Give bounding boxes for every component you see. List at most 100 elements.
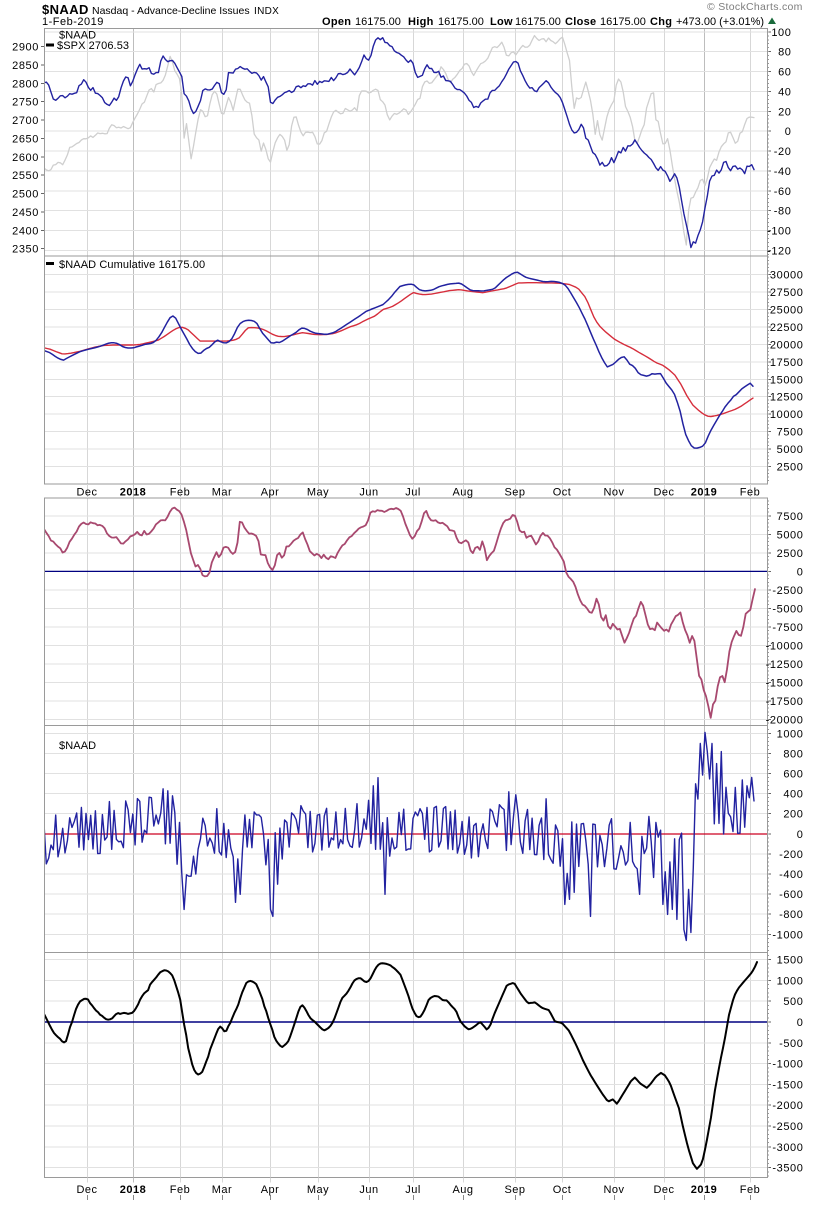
svg-text:-400: -400: [779, 869, 803, 881]
svg-text:Dec: Dec: [76, 1184, 97, 1196]
svg-text:INDX: INDX: [254, 6, 279, 17]
svg-text:High: High: [408, 16, 434, 28]
svg-text:16175.00: 16175.00: [355, 16, 401, 28]
svg-text:Low: Low: [490, 16, 513, 28]
svg-text:Nov: Nov: [603, 487, 624, 499]
svg-text:-2500: -2500: [772, 1121, 803, 1133]
svg-text:0: 0: [785, 126, 792, 138]
svg-text:500: 500: [783, 996, 803, 1008]
svg-text:2019: 2019: [691, 487, 717, 499]
svg-text:15000: 15000: [770, 374, 804, 386]
svg-text:-1000: -1000: [772, 929, 803, 941]
svg-text:22500: 22500: [770, 322, 804, 334]
svg-text:-3500: -3500: [772, 1163, 803, 1175]
svg-text:16175.00: 16175.00: [600, 16, 646, 28]
svg-text:Feb: Feb: [740, 1184, 760, 1196]
svg-text:60: 60: [778, 67, 791, 79]
svg-text:2500: 2500: [777, 462, 804, 474]
svg-text:600: 600: [783, 769, 803, 781]
svg-text:© StockCharts.com: © StockCharts.com: [707, 1, 803, 13]
svg-text:-20: -20: [774, 146, 792, 158]
svg-text:Jul: Jul: [405, 1184, 421, 1196]
svg-text:-7500: -7500: [772, 622, 803, 634]
svg-text:2500: 2500: [777, 548, 804, 560]
svg-text:7500: 7500: [777, 511, 804, 523]
svg-text:0: 0: [797, 829, 804, 841]
svg-text:Jul: Jul: [405, 487, 421, 499]
svg-text:-20000: -20000: [766, 714, 804, 726]
svg-text:Oct: Oct: [553, 487, 572, 499]
svg-text:2900: 2900: [12, 42, 39, 54]
svg-text:-800: -800: [779, 909, 803, 921]
svg-text:Chg: Chg: [650, 16, 672, 28]
svg-text:Feb: Feb: [170, 487, 190, 499]
svg-text:Dec: Dec: [653, 1184, 674, 1196]
svg-text:2700: 2700: [12, 115, 39, 127]
svg-text:$NAAD: $NAAD: [59, 30, 96, 42]
svg-text:-5000: -5000: [772, 603, 803, 615]
svg-text:400: 400: [783, 789, 803, 801]
svg-text:2400: 2400: [12, 225, 39, 237]
svg-text:10000: 10000: [770, 409, 804, 421]
svg-text:Aug: Aug: [452, 1184, 473, 1196]
svg-text:2018: 2018: [120, 487, 146, 499]
svg-text:Open: Open: [322, 16, 351, 28]
svg-text:2018: 2018: [120, 1184, 146, 1196]
svg-text:Mar: Mar: [212, 1184, 232, 1196]
svg-text:Sep: Sep: [504, 1184, 525, 1196]
svg-text:-10000: -10000: [766, 640, 804, 652]
svg-text:40: 40: [778, 86, 791, 98]
svg-text:-17500: -17500: [766, 696, 804, 708]
svg-text:1000: 1000: [777, 728, 804, 740]
svg-text:-600: -600: [779, 889, 803, 901]
svg-text:0: 0: [797, 1017, 804, 1029]
svg-text:Dec: Dec: [76, 487, 97, 499]
svg-text:Apr: Apr: [261, 1184, 280, 1196]
svg-text:7500: 7500: [777, 427, 804, 439]
svg-text:30000: 30000: [770, 270, 804, 282]
svg-text:$NAAD: $NAAD: [42, 2, 89, 17]
svg-text:2450: 2450: [12, 207, 39, 219]
svg-text:2019: 2019: [691, 1184, 717, 1196]
svg-text:2850: 2850: [12, 60, 39, 72]
svg-text:1000: 1000: [777, 975, 804, 987]
svg-text:2350: 2350: [12, 244, 39, 256]
svg-text:Oct: Oct: [553, 1184, 572, 1196]
svg-text:2800: 2800: [12, 78, 39, 90]
svg-text:-3000: -3000: [772, 1142, 803, 1154]
svg-text:1-Feb-2019: 1-Feb-2019: [42, 16, 104, 28]
svg-text:17500: 17500: [770, 357, 804, 369]
svg-text:27500: 27500: [770, 287, 804, 299]
svg-text:$NAAD: $NAAD: [59, 740, 96, 752]
svg-text:Sep: Sep: [504, 487, 525, 499]
svg-text:Nasdaq - Advance-Decline Issue: Nasdaq - Advance-Decline Issues: [92, 5, 250, 17]
svg-text:2500: 2500: [12, 189, 39, 201]
svg-text:12500: 12500: [770, 392, 804, 404]
svg-text:Feb: Feb: [170, 1184, 190, 1196]
svg-text:200: 200: [783, 809, 803, 821]
svg-text:Feb: Feb: [740, 487, 760, 499]
svg-text:800: 800: [783, 748, 803, 760]
svg-text:+473.00 (+3.01%): +473.00 (+3.01%): [676, 16, 764, 28]
svg-text:20000: 20000: [770, 339, 804, 351]
svg-text:16175.00: 16175.00: [438, 16, 484, 28]
svg-text:-15000: -15000: [766, 677, 804, 689]
svg-text:-60: -60: [774, 186, 792, 198]
svg-text:-12500: -12500: [766, 659, 804, 671]
svg-text:5000: 5000: [777, 444, 804, 456]
svg-text:25000: 25000: [770, 304, 804, 316]
svg-text:-120: -120: [767, 245, 791, 257]
svg-text:$NAAD Cumulative 16175.00: $NAAD Cumulative 16175.00: [59, 259, 205, 271]
svg-text:2550: 2550: [12, 170, 39, 182]
svg-text:$SPX 2706.53: $SPX 2706.53: [57, 40, 129, 52]
svg-text:Mar: Mar: [212, 487, 232, 499]
svg-text:May: May: [307, 487, 329, 499]
svg-text:Nov: Nov: [603, 1184, 624, 1196]
svg-text:2650: 2650: [12, 133, 39, 145]
svg-text:0: 0: [797, 566, 804, 578]
svg-text:-2000: -2000: [772, 1100, 803, 1112]
svg-text:-40: -40: [774, 166, 792, 178]
svg-text:-100: -100: [767, 226, 791, 238]
svg-text:Aug: Aug: [452, 487, 473, 499]
svg-text:20: 20: [778, 106, 791, 118]
